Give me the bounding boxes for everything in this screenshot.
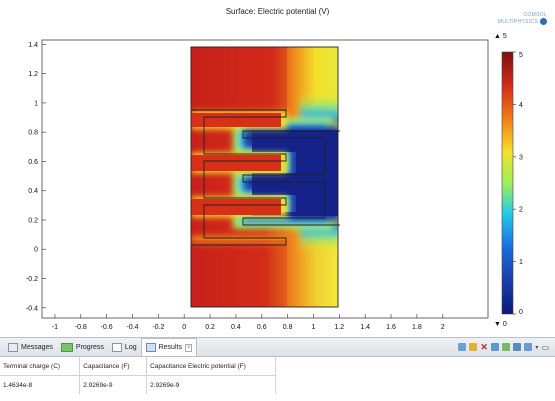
close-icon[interactable]: × (184, 343, 193, 352)
logo-text-bottom: MULTIPHYSICS (497, 18, 538, 25)
colorbar-tick-label: 2 (519, 207, 523, 214)
progress-icon (60, 342, 73, 352)
results-toolbar: ✕ ▾ ▭ (458, 343, 555, 352)
panel-tab-bar: Messages Progress Log Results × ✕ ▾ ▭ (0, 338, 555, 357)
y-tick-label: 0 (34, 247, 38, 254)
colorbar-tick-label: 0 (519, 309, 523, 316)
y-tick-label: 0.2 (28, 217, 38, 224)
colorbar-min-label: ▼ 0 (494, 321, 507, 328)
results-table-container: Terminal charge (C) Capacitance (F) Capa… (0, 357, 555, 401)
column-header[interactable]: Capacitance Electric potential (F) (146, 357, 276, 376)
delete-icon[interactable]: ✕ (480, 342, 488, 352)
y-tick-label: -0.2 (26, 276, 38, 283)
results-panel: Messages Progress Log Results × ✕ ▾ ▭ (0, 337, 555, 401)
plot-icon[interactable] (491, 343, 500, 351)
y-axis: 1.4 1.2 1 0.8 0.6 0.4 0.2 0 -0.2 -0.4 (26, 42, 46, 312)
tab-results[interactable]: Results × (140, 338, 198, 356)
column-header[interactable]: Terminal charge (C) (0, 357, 81, 376)
colorbar-tick-label: 4 (519, 102, 523, 109)
tab-progress-label: Progress (75, 343, 104, 351)
y-tick-label: 1.2 (28, 71, 38, 78)
x-tick-label: 1.2 (334, 324, 344, 331)
x-tick-label: 0.4 (231, 324, 241, 331)
x-tick-label: 0.2 (205, 324, 215, 331)
table-row[interactable]: 1.4634e-8 2.9269e-9 2.9269e-9 (0, 375, 276, 394)
table-cell: 2.9269e-9 (146, 375, 276, 394)
x-tick-label: -0.2 (152, 324, 164, 331)
colorbar-tick-label: 3 (519, 154, 523, 161)
colorbar-max-label: ▲ 5 (494, 33, 507, 40)
table-format-icon[interactable] (458, 343, 467, 351)
x-tick-label: 0.6 (257, 324, 267, 331)
x-tick-label: 1.8 (412, 324, 422, 331)
clear-table-icon[interactable] (469, 343, 478, 351)
tab-messages-label: Messages (21, 343, 53, 351)
logo-text-top: COMSOL (523, 12, 547, 18)
colorbar-tick-label: 5 (519, 52, 523, 59)
minimize-icon[interactable]: ▭ (541, 342, 549, 352)
y-tick-label: 0.4 (28, 188, 38, 195)
colorbar-tick-label: 1 (519, 259, 523, 266)
plot-title: Surface: Electric potential (V) (225, 7, 330, 16)
plot-area: Surface: Electric potential (V) COMSOL M… (0, 0, 555, 336)
tab-messages[interactable]: Messages (4, 339, 57, 355)
x-tick-label: -0.4 (126, 324, 138, 331)
tab-results-label: Results (158, 344, 182, 351)
y-tick-label: 0.8 (28, 130, 38, 137)
view-menu-icon[interactable]: ▾ (535, 344, 539, 351)
y-tick-label: 1.4 (28, 42, 38, 49)
results-icon (145, 343, 156, 352)
x-tick-label: -1 (52, 324, 58, 331)
table-header-row: Terminal charge (C) Capacitance (F) Capa… (0, 357, 276, 376)
x-axis: -1 -0.8 -0.6 -0.4 -0.2 0 0.2 0.4 0.6 0.8 1 1.2 1.4 1.… (52, 314, 445, 331)
x-tick-label: 1.4 (360, 324, 370, 331)
tab-log-label: Log (124, 343, 137, 351)
x-tick-label: 0 (182, 324, 186, 331)
log-icon (111, 342, 122, 352)
copy-icon[interactable] (502, 343, 511, 351)
x-tick-label: -0.8 (75, 324, 87, 331)
y-tick-label: 1 (34, 100, 38, 107)
y-tick-label: -0.4 (26, 305, 38, 312)
table-cell: 2.9269e-9 (79, 375, 148, 394)
tab-progress[interactable]: Progress (57, 339, 108, 355)
x-tick-label: 0.8 (283, 324, 293, 331)
tab-log[interactable]: Log (108, 339, 141, 355)
x-tick-label: -0.6 (101, 324, 113, 331)
electrode-outlines (190, 46, 340, 308)
messages-icon (8, 342, 18, 352)
results-table: Terminal charge (C) Capacitance (F) Capa… (0, 357, 276, 394)
x-tick-label: 1.6 (386, 324, 396, 331)
colorbar (501, 51, 514, 315)
comsol-logo: COMSOL MULTIPHYSICS (498, 12, 547, 25)
table-cell: 1.4634e-8 (0, 375, 81, 394)
x-tick-label: 1 (312, 324, 316, 331)
colorbar-ticks: 5 4 3 2 1 0 (513, 51, 523, 316)
export-icon[interactable] (513, 343, 522, 351)
column-header[interactable]: Capacitance (F) (79, 357, 148, 376)
potential-surface (191, 47, 338, 307)
y-tick-label: 0.6 (28, 159, 38, 166)
potential-plot[interactable]: -1 -0.8 -0.6 -0.4 -0.2 0 0.2 0.4 0.6 0.8 1 1.2 1.4 1.… (0, 0, 555, 336)
logo-sphere-icon (540, 18, 547, 25)
axes-frame (41, 39, 489, 319)
settings-icon[interactable] (524, 343, 533, 351)
x-tick-label: 2 (441, 324, 445, 331)
